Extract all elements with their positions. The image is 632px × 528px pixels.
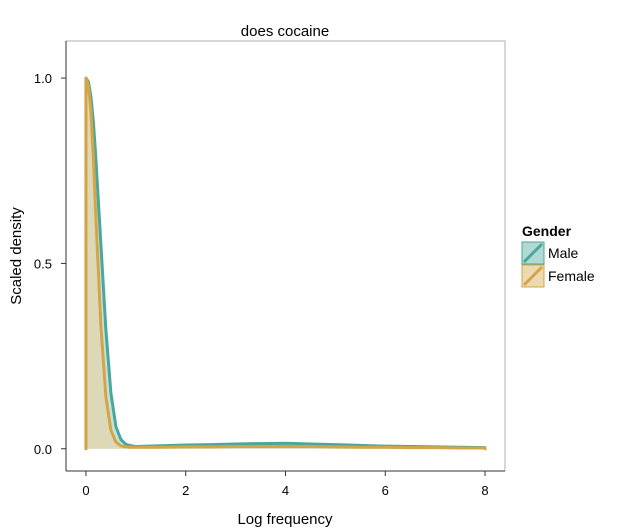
y-axis-title: Scaled density [8,207,25,305]
x-tick-label: 8 [481,483,488,498]
plot-panel-border [65,40,506,472]
y-tick-label: 1.0 [34,71,52,86]
legend-key-line-female [522,265,544,287]
legend-items: Male Female [521,241,595,288]
x-tick-label: 4 [282,483,289,498]
legend-label-female: Female [548,268,595,284]
x-tick-label: 2 [182,483,189,498]
density-line-female [84,76,487,451]
legend-title: Gender [522,223,572,239]
y-tick-label: 0.0 [34,442,52,457]
chart-title: does cocaine [241,23,329,40]
x-tick-label: 0 [82,483,89,498]
legend: Gender Male Female [521,223,595,288]
x-axis-ticks: 0 2 4 6 8 [82,471,489,498]
x-tick-label: 6 [382,483,389,498]
legend-item-female: Female [521,264,595,288]
legend-item-male: Male [521,241,579,265]
y-tick-label: 0.5 [34,256,52,271]
legend-label-male: Male [548,245,579,261]
y-axis-ticks: 0.0 0.5 1.0 [34,71,66,457]
plot-area: 0 2 4 6 8 0.0 0.5 1.0 [34,40,506,498]
legend-key-line-male [522,242,544,264]
series-layer [84,76,487,451]
x-axis-title: Log frequency [237,511,333,528]
